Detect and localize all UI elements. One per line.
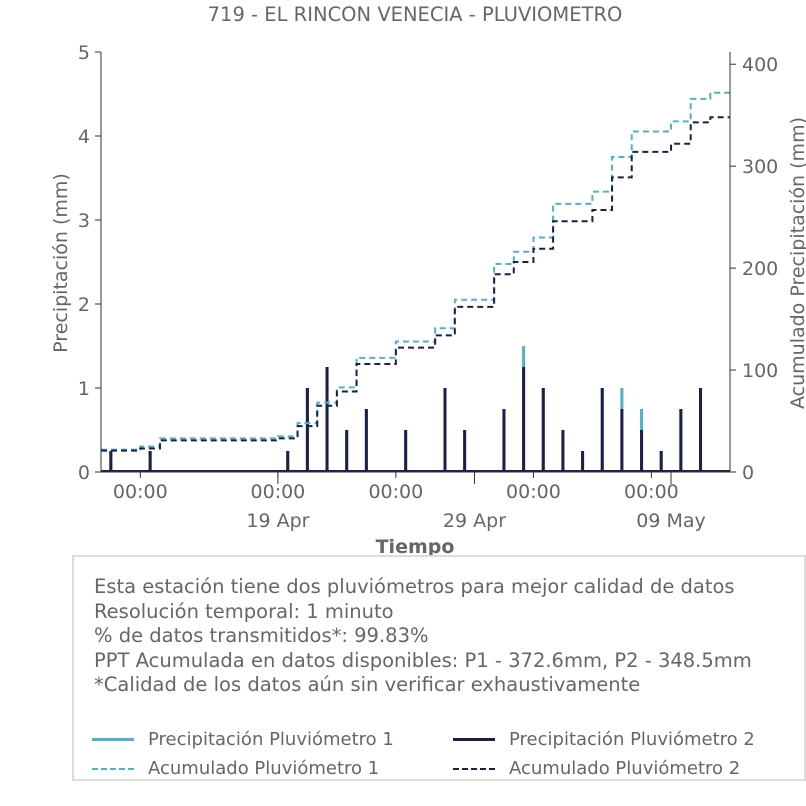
x-axis: 00:00 00:00 00:00 00:00 00:00 19 Apr 29 Apr 09 … bbox=[101, 471, 730, 532]
series-2 bbox=[101, 367, 730, 472]
legend-item-acc2: Acumulado Pluviómetro 2 bbox=[453, 758, 740, 779]
y-tick-label: 2 bbox=[78, 294, 90, 316]
series-3 bbox=[101, 91, 730, 451]
x-tick-label-minor: 00:00 bbox=[113, 481, 168, 503]
legend-label-acc1: Acumulado Pluviómetro 1 bbox=[148, 758, 380, 779]
y2-tick-label: 200 bbox=[742, 258, 778, 280]
x-tick-label-major: 29 Apr bbox=[443, 510, 506, 532]
y2-axis-label: Acumulado Precipitación (mm) bbox=[787, 117, 806, 409]
info-line-quality-note: *Calidad de los datos aún sin verificar … bbox=[94, 673, 641, 696]
legend-item-acc1: Acumulado Pluviómetro 1 bbox=[92, 758, 379, 779]
plot-area bbox=[101, 91, 730, 472]
series-1 bbox=[101, 346, 730, 472]
y-axis-right: 0 100 200 300 400 bbox=[729, 52, 778, 484]
legend-swatch-p1 bbox=[92, 738, 134, 741]
x-axis-label: Tiempo bbox=[376, 536, 455, 558]
legend-swatch-acc2 bbox=[453, 767, 495, 770]
y-tick-label: 4 bbox=[78, 126, 90, 148]
info-line-accumulated: PPT Acumulada en datos disponibles: P1 -… bbox=[94, 648, 752, 672]
y2-tick-label: 100 bbox=[742, 360, 778, 382]
y-tick-label: 5 bbox=[78, 42, 90, 64]
x-tick-label-minor: 00:00 bbox=[624, 481, 679, 503]
y-axis-label: Precipitación (mm) bbox=[50, 173, 72, 353]
precipitation-chart: 719 - EL RINCON VENECIA - PLUVIOMETRO 0 1… bbox=[50, 3, 806, 558]
x-tick-label-major: 19 Apr bbox=[246, 510, 309, 532]
series-4 bbox=[101, 116, 730, 452]
legend-swatch-p2 bbox=[453, 738, 495, 741]
x-tick-label-minor: 00:00 bbox=[368, 481, 423, 503]
info-line-resolution: Resolución temporal: 1 minuto bbox=[94, 599, 394, 623]
legend-label-p2: Precipitación Pluviómetro 2 bbox=[509, 729, 755, 750]
y-tick-label: 3 bbox=[78, 210, 90, 232]
info-lines: Esta estación tiene dos pluviómetros par… bbox=[94, 575, 752, 698]
cumulative-line bbox=[101, 116, 730, 452]
y-axis-left: 0 1 2 3 4 5 bbox=[78, 42, 102, 484]
y-tick-label: 1 bbox=[78, 378, 90, 400]
chart-title: 719 - EL RINCON VENECIA - PLUVIOMETRO bbox=[208, 3, 623, 26]
info-line-transmitted: % de datos transmitidos*: 99.83% bbox=[94, 624, 429, 647]
y2-tick-label: 300 bbox=[742, 156, 778, 178]
y2-tick-label: 0 bbox=[742, 462, 754, 484]
legend-label-acc2: Acumulado Pluviómetro 2 bbox=[509, 758, 741, 779]
x-tick-label-minor: 00:00 bbox=[506, 481, 561, 503]
legend-item-p1: Precipitación Pluviómetro 1 bbox=[92, 729, 394, 750]
y-tick-label: 0 bbox=[78, 462, 90, 484]
info-panel: Esta estación tiene dos pluviómetros par… bbox=[72, 555, 806, 781]
legend-item-p2: Precipitación Pluviómetro 2 bbox=[453, 729, 755, 750]
x-tick-label-major: 09 May bbox=[636, 510, 706, 532]
cumulative-line bbox=[101, 91, 730, 451]
legend-label-p1: Precipitación Pluviómetro 1 bbox=[148, 729, 394, 750]
x-tick-label-minor: 00:00 bbox=[251, 481, 306, 503]
y2-tick-label: 400 bbox=[742, 54, 778, 76]
legend-swatch-acc1 bbox=[92, 767, 134, 770]
info-line-dual-gauge: Esta estación tiene dos pluviómetros par… bbox=[94, 575, 735, 598]
